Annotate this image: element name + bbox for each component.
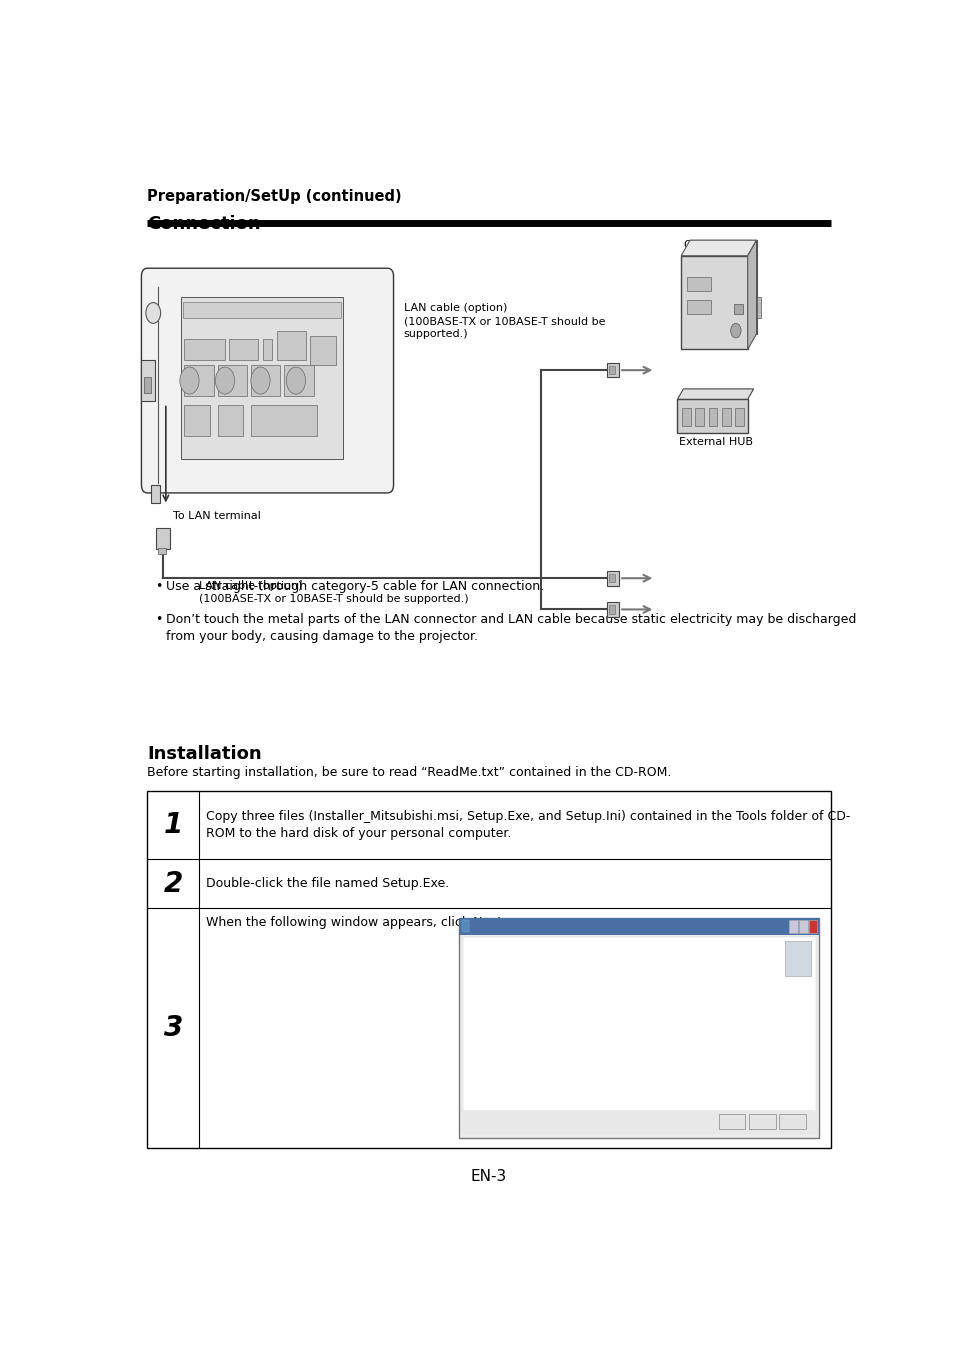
Text: Use a straight-through category-5 cable for LAN connection.: Use a straight-through category-5 cable … bbox=[166, 581, 543, 593]
Text: Installation: Installation bbox=[147, 746, 262, 763]
Bar bbox=[606, 363, 618, 377]
Text: Preparation/SetUp (continued): Preparation/SetUp (continued) bbox=[147, 189, 401, 204]
Text: The installer will guide you through the steps required to install Mitsubishi Pr: The installer will guide you through the… bbox=[469, 985, 775, 998]
Bar bbox=[217, 404, 243, 436]
Text: External HUB: External HUB bbox=[678, 436, 752, 447]
Text: 2: 2 bbox=[163, 870, 183, 897]
Text: Don’t touch the metal parts of the LAN connector and LAN cable because static el: Don’t touch the metal parts of the LAN c… bbox=[166, 612, 855, 643]
Bar bbox=[695, 408, 703, 427]
Text: Computer: Computer bbox=[682, 239, 738, 250]
Bar bbox=[459, 919, 819, 935]
Text: Cancel: Cancel bbox=[720, 1119, 742, 1124]
Bar bbox=[184, 365, 213, 396]
Text: To LAN terminal: To LAN terminal bbox=[173, 511, 261, 520]
Bar bbox=[284, 365, 314, 396]
Bar bbox=[748, 1115, 775, 1128]
Bar bbox=[184, 339, 225, 359]
Text: LAN cable (option)
(100BASE-TX or 10BASE-T should be
supported.): LAN cable (option) (100BASE-TX or 10BASE… bbox=[403, 304, 605, 339]
Bar bbox=[719, 1115, 744, 1128]
Bar bbox=[606, 571, 618, 585]
Bar bbox=[461, 920, 469, 932]
Bar bbox=[229, 339, 258, 359]
Bar bbox=[756, 297, 760, 319]
Bar bbox=[217, 365, 247, 396]
Circle shape bbox=[215, 367, 234, 394]
Bar bbox=[158, 549, 166, 554]
Bar bbox=[708, 408, 717, 427]
Text: When the following window appears, click Next.: When the following window appears, click… bbox=[206, 916, 506, 929]
Bar bbox=[180, 297, 343, 458]
Polygon shape bbox=[680, 240, 756, 255]
Bar bbox=[462, 1109, 815, 1132]
Text: •: • bbox=[154, 581, 162, 593]
Bar bbox=[681, 408, 690, 427]
Text: EN-3: EN-3 bbox=[471, 1169, 506, 1183]
Bar bbox=[156, 528, 170, 549]
Text: Welcome to the Mitsubishi Projector-Control
DeviceInstaller Setup Wizard: Welcome to the Mitsubishi Projector-Cont… bbox=[469, 943, 686, 963]
Bar bbox=[144, 377, 151, 393]
Bar bbox=[680, 255, 747, 350]
Text: 3: 3 bbox=[163, 1015, 183, 1042]
Text: LAN cable (option)
(100BASE-TX or 10BASE-T should be supported.): LAN cable (option) (100BASE-TX or 10BASE… bbox=[199, 581, 468, 604]
Bar bbox=[462, 936, 815, 1132]
Polygon shape bbox=[677, 389, 753, 400]
Bar bbox=[686, 300, 710, 315]
Text: Double-click the file named Setup.Exe.: Double-click the file named Setup.Exe. bbox=[206, 877, 449, 890]
Text: 1: 1 bbox=[163, 812, 183, 839]
Text: Connection: Connection bbox=[147, 215, 261, 232]
Bar bbox=[735, 408, 743, 427]
Polygon shape bbox=[747, 240, 756, 350]
Text: < Back: < Back bbox=[750, 1119, 773, 1124]
Bar bbox=[789, 920, 797, 934]
Bar bbox=[251, 365, 280, 396]
Circle shape bbox=[180, 367, 199, 394]
Circle shape bbox=[146, 303, 160, 323]
Text: WARNING: This computer program is protected by copyright law and international t: WARNING: This computer program is protec… bbox=[469, 1096, 776, 1112]
Bar bbox=[779, 1115, 805, 1128]
Bar bbox=[609, 366, 615, 374]
Circle shape bbox=[730, 323, 740, 338]
FancyBboxPatch shape bbox=[141, 269, 394, 493]
Circle shape bbox=[251, 367, 270, 394]
Bar bbox=[183, 301, 341, 319]
Bar bbox=[808, 920, 817, 934]
Bar bbox=[184, 404, 210, 436]
Bar bbox=[151, 485, 160, 504]
Circle shape bbox=[286, 367, 305, 394]
Bar bbox=[783, 940, 810, 977]
Bar bbox=[276, 331, 306, 359]
Bar bbox=[734, 304, 742, 313]
Text: Before starting installation, be sure to read “ReadMe.txt” contained in the CD-R: Before starting installation, be sure to… bbox=[147, 766, 671, 780]
Bar bbox=[686, 277, 710, 292]
Bar bbox=[609, 605, 615, 613]
Bar bbox=[609, 574, 615, 582]
Text: Next >: Next > bbox=[781, 1119, 803, 1124]
Bar bbox=[606, 603, 618, 616]
Bar bbox=[689, 240, 756, 334]
Bar bbox=[141, 359, 154, 401]
Bar bbox=[677, 400, 747, 432]
Text: Mitsubishi Projector-Control DeviceInstaller: Mitsubishi Projector-Control DeviceInsta… bbox=[471, 924, 620, 929]
Bar bbox=[721, 408, 730, 427]
Bar bbox=[263, 339, 272, 359]
Bar bbox=[147, 792, 830, 1148]
Bar bbox=[251, 404, 317, 436]
Text: Copy three files (Installer_Mitsubishi.msi, Setup.Exe, and Setup.Ini) contained : Copy three files (Installer_Mitsubishi.m… bbox=[206, 811, 850, 840]
Bar bbox=[310, 336, 335, 365]
Bar bbox=[459, 919, 819, 1138]
Bar bbox=[799, 920, 807, 934]
Text: •: • bbox=[154, 612, 162, 626]
